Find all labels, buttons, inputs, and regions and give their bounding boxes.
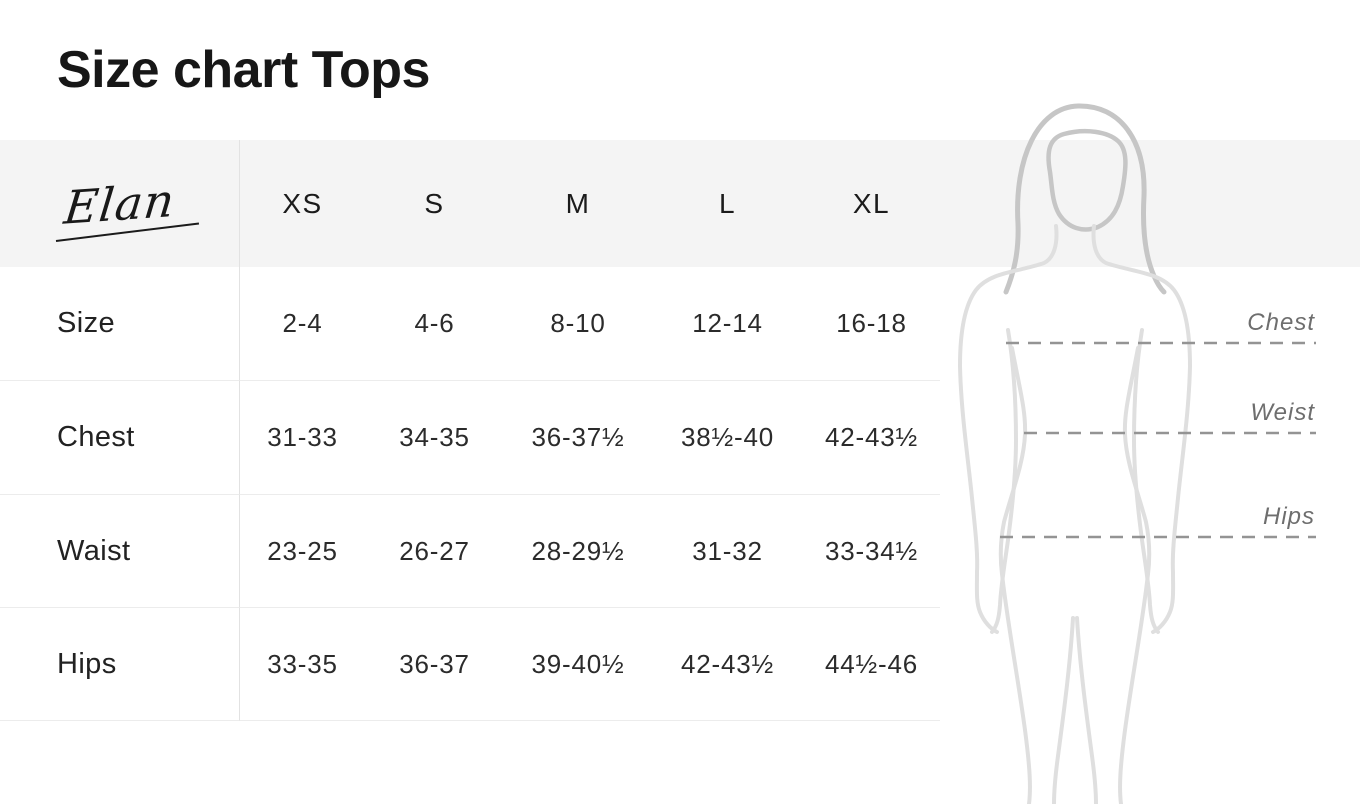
col-header-s: S <box>424 187 445 219</box>
table-cell: 16-18 <box>803 267 940 381</box>
table-cell: 44½-46 <box>803 608 940 721</box>
table-cell: 31-32 <box>652 495 803 608</box>
row-label-size: Size <box>0 267 240 381</box>
table-cell: 2-4 <box>240 267 365 381</box>
measurement-label-weist: Weist <box>1250 399 1315 426</box>
figure-right-torso-leg <box>1118 346 1152 804</box>
brand-logo-cell: Elan <box>0 140 240 267</box>
header-band <box>0 140 1360 267</box>
figure-inner-left-leg <box>1052 616 1075 804</box>
figure-left-inner-arm <box>990 328 1018 634</box>
page-title: Size chart Tops <box>57 41 430 99</box>
figure-left-arm-outline <box>958 224 1059 634</box>
brand-logo: Elan <box>61 172 178 235</box>
table-cell: 42-43½ <box>803 381 940 495</box>
figure-right-inner-arm <box>1132 328 1160 634</box>
table-cell: 26-27 <box>365 495 504 608</box>
measurement-label-chest: Chest <box>1247 309 1315 336</box>
row-label-hips: Hips <box>0 608 240 721</box>
table-cell: 4-6 <box>365 267 504 381</box>
row-label-chest: Chest <box>0 381 240 495</box>
table-cell: 36-37 <box>365 608 504 721</box>
figure-right-arm-outline <box>1091 224 1192 634</box>
table-cell: 38½-40 <box>652 381 803 495</box>
table-cell: 39-40½ <box>504 608 652 721</box>
table-cell: 42-43½ <box>652 608 803 721</box>
figure-inner-right-leg <box>1075 616 1098 804</box>
col-header-xl: XL <box>852 187 891 219</box>
measurement-label-hips: Hips <box>1262 503 1315 530</box>
figure-left-torso-leg <box>998 346 1032 804</box>
table-cell: 28-29½ <box>504 495 652 608</box>
table-cell: 34-35 <box>365 381 504 495</box>
col-header-m: M <box>565 187 591 219</box>
figure-hair-outline <box>1003 103 1167 295</box>
row-label-waist: Waist <box>0 495 240 608</box>
col-header-l: L <box>718 187 737 219</box>
table-cell: 36-37½ <box>504 381 652 495</box>
table-cell: 8-10 <box>504 267 652 381</box>
table-cell: 12-14 <box>652 267 803 381</box>
table-cell: 23-25 <box>240 495 365 608</box>
table-cell: 33-35 <box>240 608 365 721</box>
size-table: Elan XS S M L XL Size 2-4 4-6 8-10 12-14… <box>0 140 940 721</box>
table-cell: 31-33 <box>240 381 365 495</box>
table-cell: 33-34½ <box>803 495 940 608</box>
col-header-xs: XS <box>282 187 323 219</box>
body-silhouette-figure <box>958 103 1316 804</box>
figure-face-outline <box>1046 128 1128 232</box>
